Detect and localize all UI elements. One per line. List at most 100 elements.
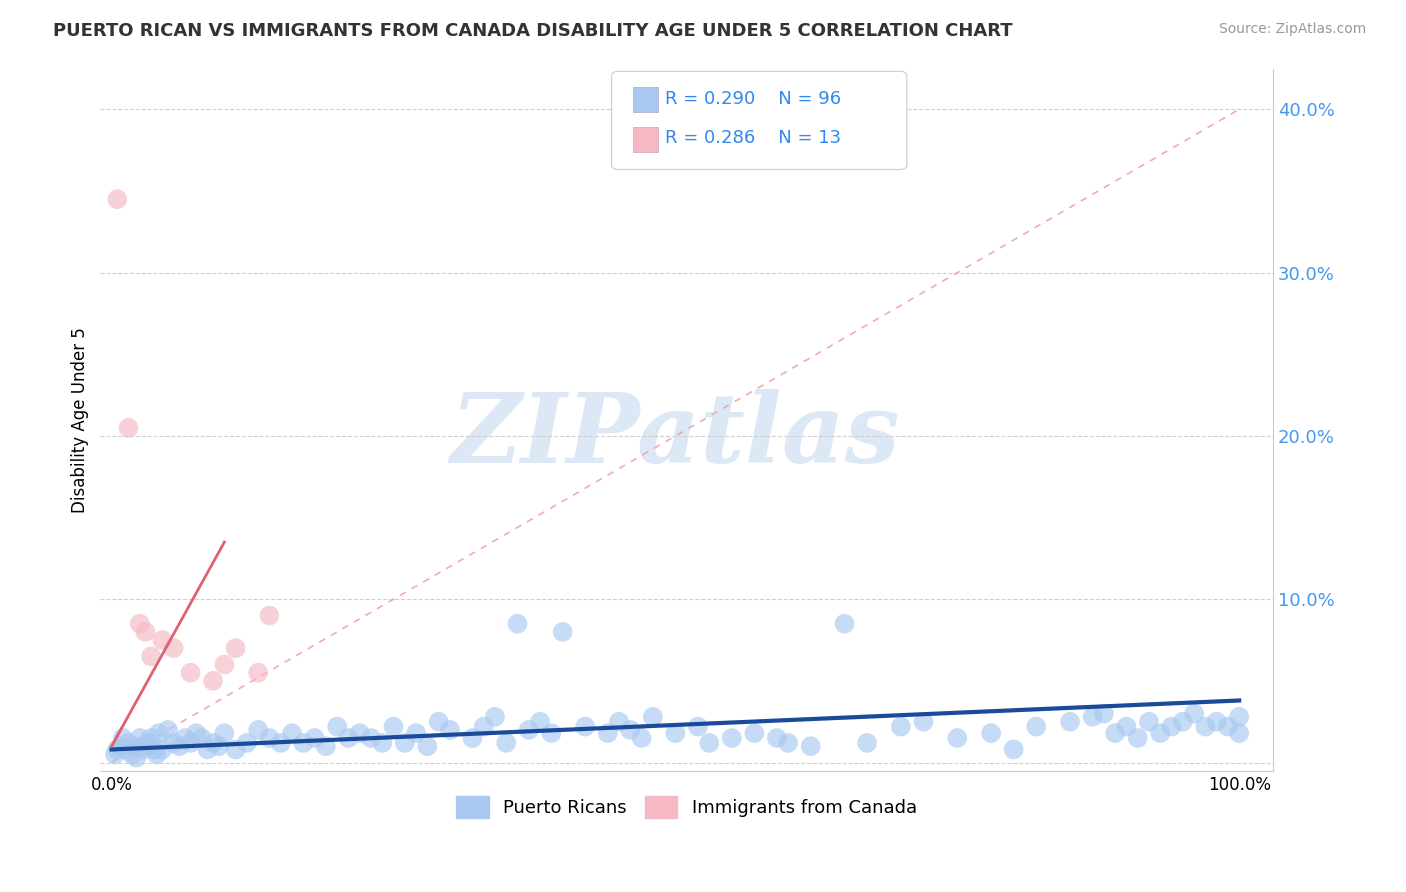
Point bbox=[1104, 726, 1126, 740]
Point bbox=[540, 726, 562, 740]
Point bbox=[259, 608, 281, 623]
Point bbox=[136, 736, 159, 750]
Point bbox=[337, 731, 360, 745]
Point bbox=[484, 710, 506, 724]
Point bbox=[664, 726, 686, 740]
Point bbox=[180, 736, 202, 750]
Point bbox=[125, 750, 148, 764]
Text: R = 0.290    N = 96: R = 0.290 N = 96 bbox=[665, 90, 841, 108]
Point bbox=[800, 739, 823, 754]
Point bbox=[315, 739, 337, 754]
Text: Source: ZipAtlas.com: Source: ZipAtlas.com bbox=[1219, 22, 1367, 37]
Point bbox=[551, 624, 574, 639]
Point bbox=[105, 192, 128, 206]
Point bbox=[197, 742, 219, 756]
Point bbox=[472, 720, 495, 734]
Point bbox=[202, 673, 225, 688]
Point bbox=[128, 731, 150, 745]
Point bbox=[117, 736, 139, 750]
Point bbox=[150, 742, 173, 756]
Point bbox=[281, 726, 304, 740]
Point bbox=[270, 736, 292, 750]
Point bbox=[1115, 720, 1137, 734]
Point bbox=[427, 714, 450, 729]
Point bbox=[208, 739, 231, 754]
Point bbox=[139, 649, 162, 664]
Point bbox=[122, 739, 145, 754]
Point bbox=[1092, 706, 1115, 721]
Point bbox=[1137, 714, 1160, 729]
Point bbox=[236, 736, 259, 750]
Point bbox=[1216, 720, 1239, 734]
Point bbox=[834, 616, 856, 631]
Point bbox=[439, 723, 461, 737]
Point bbox=[720, 731, 742, 745]
Y-axis label: Disability Age Under 5: Disability Age Under 5 bbox=[72, 326, 89, 513]
Point bbox=[304, 731, 326, 745]
Point bbox=[191, 731, 214, 745]
Point bbox=[163, 736, 186, 750]
Point bbox=[607, 714, 630, 729]
Point bbox=[461, 731, 484, 745]
Point bbox=[349, 726, 371, 740]
Point bbox=[766, 731, 789, 745]
Point bbox=[134, 624, 156, 639]
Point bbox=[1149, 726, 1171, 740]
Point bbox=[174, 731, 197, 745]
Point bbox=[292, 736, 315, 750]
Point bbox=[1194, 720, 1216, 734]
Point bbox=[529, 714, 551, 729]
Point bbox=[326, 720, 349, 734]
Point bbox=[1227, 726, 1250, 740]
Point bbox=[156, 723, 179, 737]
Point bbox=[778, 736, 800, 750]
Point bbox=[980, 726, 1002, 740]
Point bbox=[128, 616, 150, 631]
Point bbox=[495, 736, 517, 750]
Point bbox=[202, 736, 225, 750]
Point bbox=[1059, 714, 1081, 729]
Point bbox=[214, 726, 236, 740]
Point bbox=[134, 739, 156, 754]
Point bbox=[394, 736, 416, 750]
Point bbox=[145, 747, 167, 762]
Point bbox=[148, 726, 170, 740]
Point bbox=[946, 731, 969, 745]
Text: ZIPatlas: ZIPatlas bbox=[450, 389, 900, 483]
Point bbox=[856, 736, 879, 750]
Point bbox=[630, 731, 652, 745]
Point bbox=[697, 736, 720, 750]
Point bbox=[214, 657, 236, 672]
Point bbox=[180, 665, 202, 680]
Point bbox=[111, 731, 134, 745]
Point bbox=[506, 616, 529, 631]
Point bbox=[641, 710, 664, 724]
Point bbox=[169, 739, 191, 754]
Point bbox=[574, 720, 596, 734]
Point bbox=[686, 720, 709, 734]
Point bbox=[912, 714, 935, 729]
Point bbox=[104, 747, 127, 762]
Point bbox=[163, 641, 186, 656]
Point bbox=[596, 726, 619, 740]
Point bbox=[1171, 714, 1194, 729]
Point bbox=[139, 731, 162, 745]
Point bbox=[1160, 720, 1182, 734]
Point bbox=[225, 641, 247, 656]
Point bbox=[132, 742, 155, 756]
Point bbox=[1002, 742, 1025, 756]
Point bbox=[110, 739, 132, 754]
Point bbox=[744, 726, 766, 740]
Point bbox=[371, 736, 394, 750]
Point bbox=[105, 742, 128, 756]
Point bbox=[186, 726, 208, 740]
Point bbox=[1025, 720, 1047, 734]
Point bbox=[143, 742, 166, 756]
Point bbox=[225, 742, 247, 756]
Point bbox=[517, 723, 540, 737]
Legend: Puerto Ricans, Immigrants from Canada: Puerto Ricans, Immigrants from Canada bbox=[449, 789, 924, 825]
Text: R = 0.286    N = 13: R = 0.286 N = 13 bbox=[665, 129, 841, 147]
Point bbox=[247, 665, 270, 680]
Point bbox=[1126, 731, 1149, 745]
Point bbox=[382, 720, 405, 734]
